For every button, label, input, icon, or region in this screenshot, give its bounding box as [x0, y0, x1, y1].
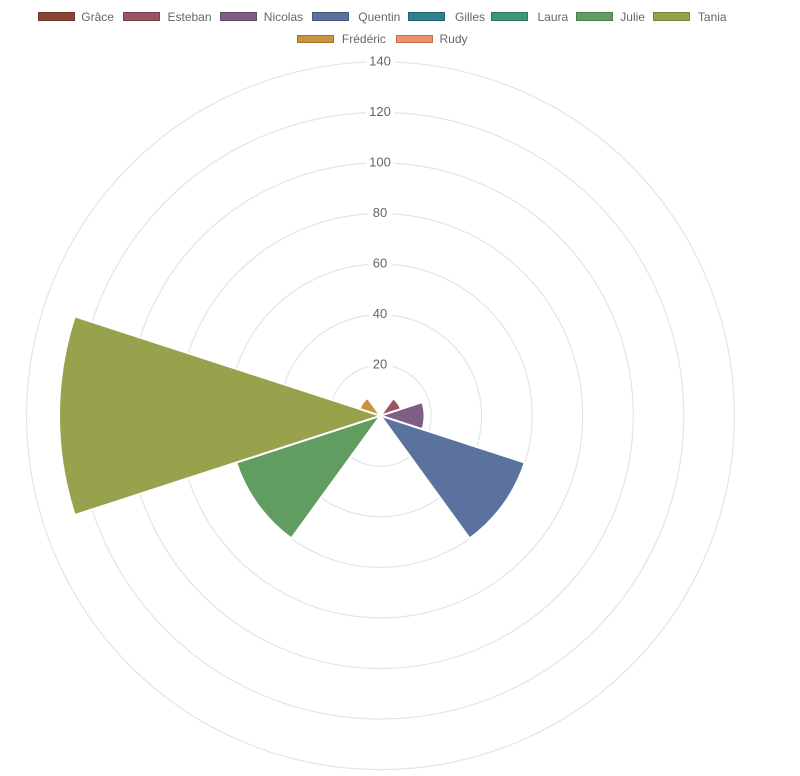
svg-text:140: 140: [369, 53, 391, 68]
svg-text:120: 120: [369, 104, 391, 119]
svg-text:40: 40: [373, 306, 387, 321]
svg-text:100: 100: [369, 155, 391, 170]
svg-text:80: 80: [373, 205, 387, 220]
svg-text:60: 60: [373, 256, 387, 271]
svg-text:20: 20: [373, 357, 387, 372]
